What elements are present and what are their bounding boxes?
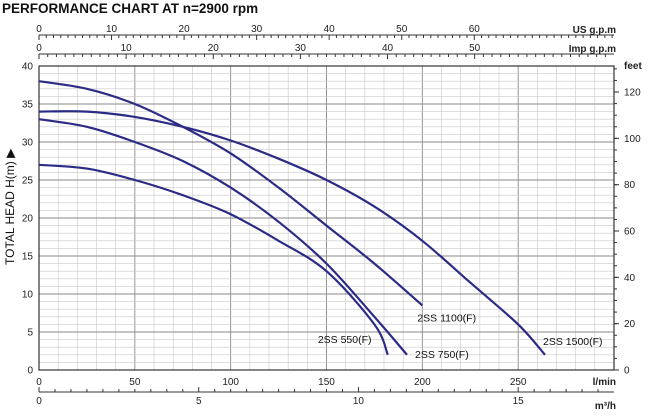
feet-unit-label: feet <box>624 61 642 72</box>
us-gpm-tick-label: 60 <box>469 24 481 35</box>
feet-tick-label: 0 <box>624 366 630 377</box>
x-tick-label: 200 <box>414 377 431 388</box>
m3h-tick-label: 5 <box>196 396 202 407</box>
curve-2ss-1100-f <box>38 80 424 307</box>
us-gpm-tick-label: 10 <box>106 24 118 35</box>
us-gpm-tick-label: 50 <box>396 24 408 35</box>
series-label-2ss-550-f: 2SS 550(F) <box>318 334 372 346</box>
us-gpm-tick-label: 20 <box>179 24 191 35</box>
grid <box>38 65 615 371</box>
x-tick-label: 0 <box>36 377 42 388</box>
curves <box>38 80 546 356</box>
curve-2ss-550-f <box>38 163 389 356</box>
series-label-2ss-1500-f: 2SS 1500(F) <box>543 336 603 348</box>
series-label-2ss-1100-f: 2SS 1100(F) <box>417 312 476 324</box>
series-label-2ss-750-f: 2SS 750(F) <box>415 349 469 361</box>
m3h-tick-label: 0 <box>36 396 42 407</box>
y-tick-label: 10 <box>22 290 34 301</box>
imp-gpm-tick-label: 0 <box>36 43 42 54</box>
x-tick-label: 150 <box>318 377 335 388</box>
y-tick-label: 25 <box>22 176 34 187</box>
y-tick-label: 15 <box>22 252 34 263</box>
m3h-unit-label: m³/h <box>595 401 616 412</box>
us-gpm-tick-label: 40 <box>324 24 336 35</box>
imp-gpm-tick-label: 20 <box>208 43 220 54</box>
imp-gpm-tick-label: 30 <box>295 43 307 54</box>
imp-gpm-tick-label: 50 <box>469 43 481 54</box>
imp-gpm-tick-label: 10 <box>121 43 133 54</box>
feet-tick-label: 40 <box>624 273 636 284</box>
y-tick-label: 35 <box>22 100 34 111</box>
y-tick-label: 30 <box>22 138 34 149</box>
feet-tick-label: 20 <box>624 319 636 330</box>
chart-title: PERFORMANCE CHART AT n=2900 rpm <box>2 1 258 16</box>
y-axis-label: TOTAL HEAD H(m) ▶ <box>3 148 17 265</box>
feet-tick-label: 80 <box>624 180 636 191</box>
us-gpm-tick-label: 0 <box>36 24 42 35</box>
us-gpm-unit-label: US g.p.m <box>573 25 616 36</box>
y-tick-label: 20 <box>22 214 34 225</box>
us-gpm-tick-label: 30 <box>251 24 263 35</box>
m3h-tick-label: 15 <box>513 396 525 407</box>
x-tick-label: 50 <box>129 377 141 388</box>
x-unit-label: l/min <box>593 377 616 388</box>
curve-2ss-750-f <box>38 118 408 356</box>
feet-tick-label: 100 <box>624 134 641 145</box>
feet-tick-label: 120 <box>624 88 641 99</box>
y-tick-label: 40 <box>22 62 34 73</box>
x-tick-label: 250 <box>510 377 527 388</box>
series-labels: 2SS 550(F) 2SS 750(F) 2SS 1100(F) 2SS 1500(… <box>318 312 603 360</box>
imp-gpm-tick-label: 40 <box>382 43 394 54</box>
feet-tick-label: 60 <box>624 227 636 238</box>
imp-gpm-unit-label: Imp g.p.m <box>569 44 616 55</box>
y-tick-label: 0 <box>27 366 33 377</box>
curve-2ss-1500-f <box>38 110 546 356</box>
m3h-tick-label: 10 <box>353 396 365 407</box>
x-tick-label: 100 <box>222 377 239 388</box>
y-tick-label: 5 <box>27 328 33 339</box>
